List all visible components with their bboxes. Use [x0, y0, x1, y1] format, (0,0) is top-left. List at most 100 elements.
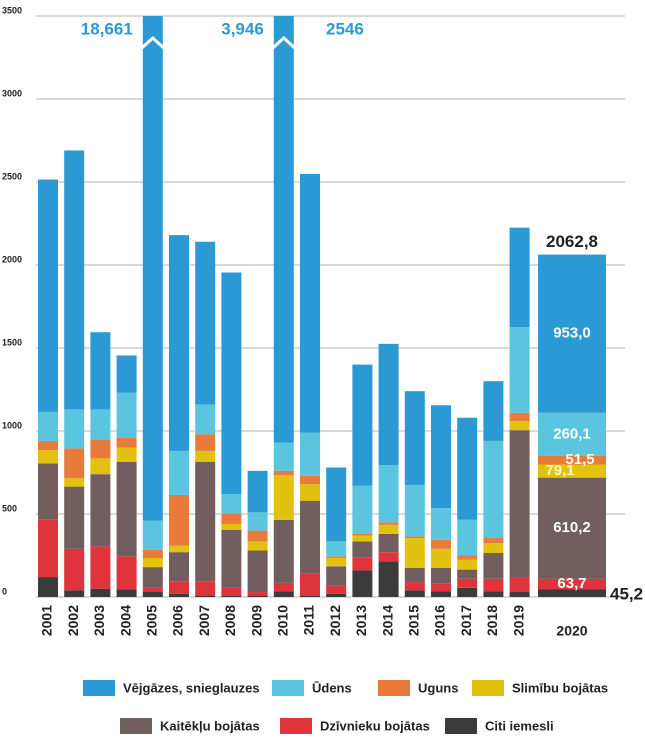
bar-segment — [38, 519, 58, 578]
bar-segment — [221, 529, 242, 588]
bar-segment — [195, 595, 216, 597]
x-tick-label: 2007 — [196, 605, 212, 636]
bar-segment — [247, 550, 268, 593]
bar-segment — [273, 442, 294, 471]
bar-segment — [509, 327, 530, 413]
legend-label: Vējgāzes, snieglauzes — [123, 680, 260, 695]
bar-segment — [273, 591, 294, 597]
bar-segment — [116, 556, 137, 590]
x-tick-label: 2019 — [510, 605, 526, 636]
bar-segment — [169, 545, 189, 553]
bar-segment — [300, 573, 320, 596]
bar-segment — [538, 477, 606, 579]
bar-segment — [221, 523, 242, 530]
axis-break — [140, 35, 165, 50]
bar-segment — [378, 552, 399, 562]
bar-segment — [116, 392, 137, 438]
bar-segment — [195, 241, 216, 405]
bar-segment — [221, 514, 242, 524]
bar-segment — [169, 593, 189, 597]
bar-segment — [169, 581, 189, 594]
x-tick-label: 2004 — [117, 605, 133, 636]
legend-label: Citi iemesli — [485, 718, 554, 733]
y-tick-label: 500 — [2, 503, 17, 513]
bar-segment — [90, 474, 111, 547]
x-tick-label: 2012 — [327, 605, 343, 636]
bar-segment — [38, 450, 58, 464]
bar-segment — [64, 478, 85, 487]
bar-segment — [90, 588, 111, 597]
bar-segment — [326, 593, 347, 597]
bar-segment — [195, 434, 216, 451]
bar-segment — [352, 533, 373, 536]
bar-segment — [64, 409, 85, 449]
bar-segment — [509, 412, 530, 422]
bar-segment — [404, 582, 425, 591]
bar-segment — [90, 409, 111, 440]
bar-segment — [378, 533, 399, 553]
bar-segment — [431, 508, 451, 540]
bar-segment — [352, 541, 373, 558]
x-tick-label: 2018 — [484, 605, 500, 636]
bar-segment — [38, 463, 58, 520]
bar-segment — [142, 567, 163, 588]
legend-swatch — [83, 680, 115, 696]
bar-segment — [247, 595, 268, 597]
x-tick-label: 2005 — [144, 605, 160, 636]
legend-swatch — [272, 680, 304, 696]
bar-segment — [142, 592, 163, 597]
bar-segment — [247, 592, 268, 596]
bar-segment — [326, 566, 347, 586]
bar-segment — [273, 470, 294, 475]
bar-segment — [404, 391, 425, 485]
x-tick-label: 2008 — [222, 605, 238, 636]
total-label: 2062,8 — [546, 232, 598, 251]
legend-label: Ūdens — [312, 680, 352, 695]
data-label: 51,5 — [565, 451, 594, 468]
bar-segment — [378, 524, 399, 534]
x-tick-label: 2015 — [406, 605, 422, 636]
bar-segment — [221, 595, 242, 597]
bar-segment — [378, 522, 399, 525]
bar-segment — [431, 405, 451, 509]
bar-segment — [378, 343, 399, 466]
bar-segment — [221, 272, 242, 495]
y-tick-label: 2000 — [2, 254, 22, 264]
y-tick-label: 1000 — [2, 420, 22, 430]
legend-label: Kaitēkļu bojātas — [160, 718, 260, 733]
data-label: 610,2 — [553, 519, 591, 536]
bar-segment — [64, 486, 85, 549]
bar-segment — [273, 474, 294, 520]
x-tick-label: 2011 — [301, 605, 317, 636]
x-tick-label: 2001 — [39, 605, 55, 636]
bar-segment — [509, 421, 530, 431]
bar-segment — [538, 455, 606, 465]
x-tick-label: 2009 — [248, 605, 264, 636]
y-tick-label: 2500 — [2, 171, 22, 181]
bar-segment — [431, 567, 451, 584]
bar-segment — [273, 582, 294, 592]
data-label: 953,0 — [553, 325, 591, 342]
bar-segment — [404, 536, 425, 539]
bar-segment — [538, 464, 606, 478]
bar-segment — [326, 556, 347, 558]
bar-segment — [378, 465, 399, 523]
bar-segment — [116, 355, 137, 393]
bar-segment — [38, 440, 58, 451]
bar-segment — [195, 450, 216, 462]
bars — [38, 16, 606, 597]
x-tick-label: 2003 — [91, 605, 107, 636]
bar-segment — [90, 458, 111, 475]
bar-segment — [457, 417, 478, 520]
x-tick-label: 2020 — [556, 623, 587, 639]
bar-segment — [90, 439, 111, 459]
x-tick-label: 2014 — [379, 605, 395, 636]
bar-segment — [300, 484, 320, 501]
bar-segment — [273, 519, 294, 583]
legend-label: Uguns — [418, 680, 458, 695]
bar-segment — [457, 555, 478, 560]
bar-segment — [38, 411, 58, 441]
bar-segment — [509, 592, 530, 597]
bar-segment — [538, 578, 606, 590]
